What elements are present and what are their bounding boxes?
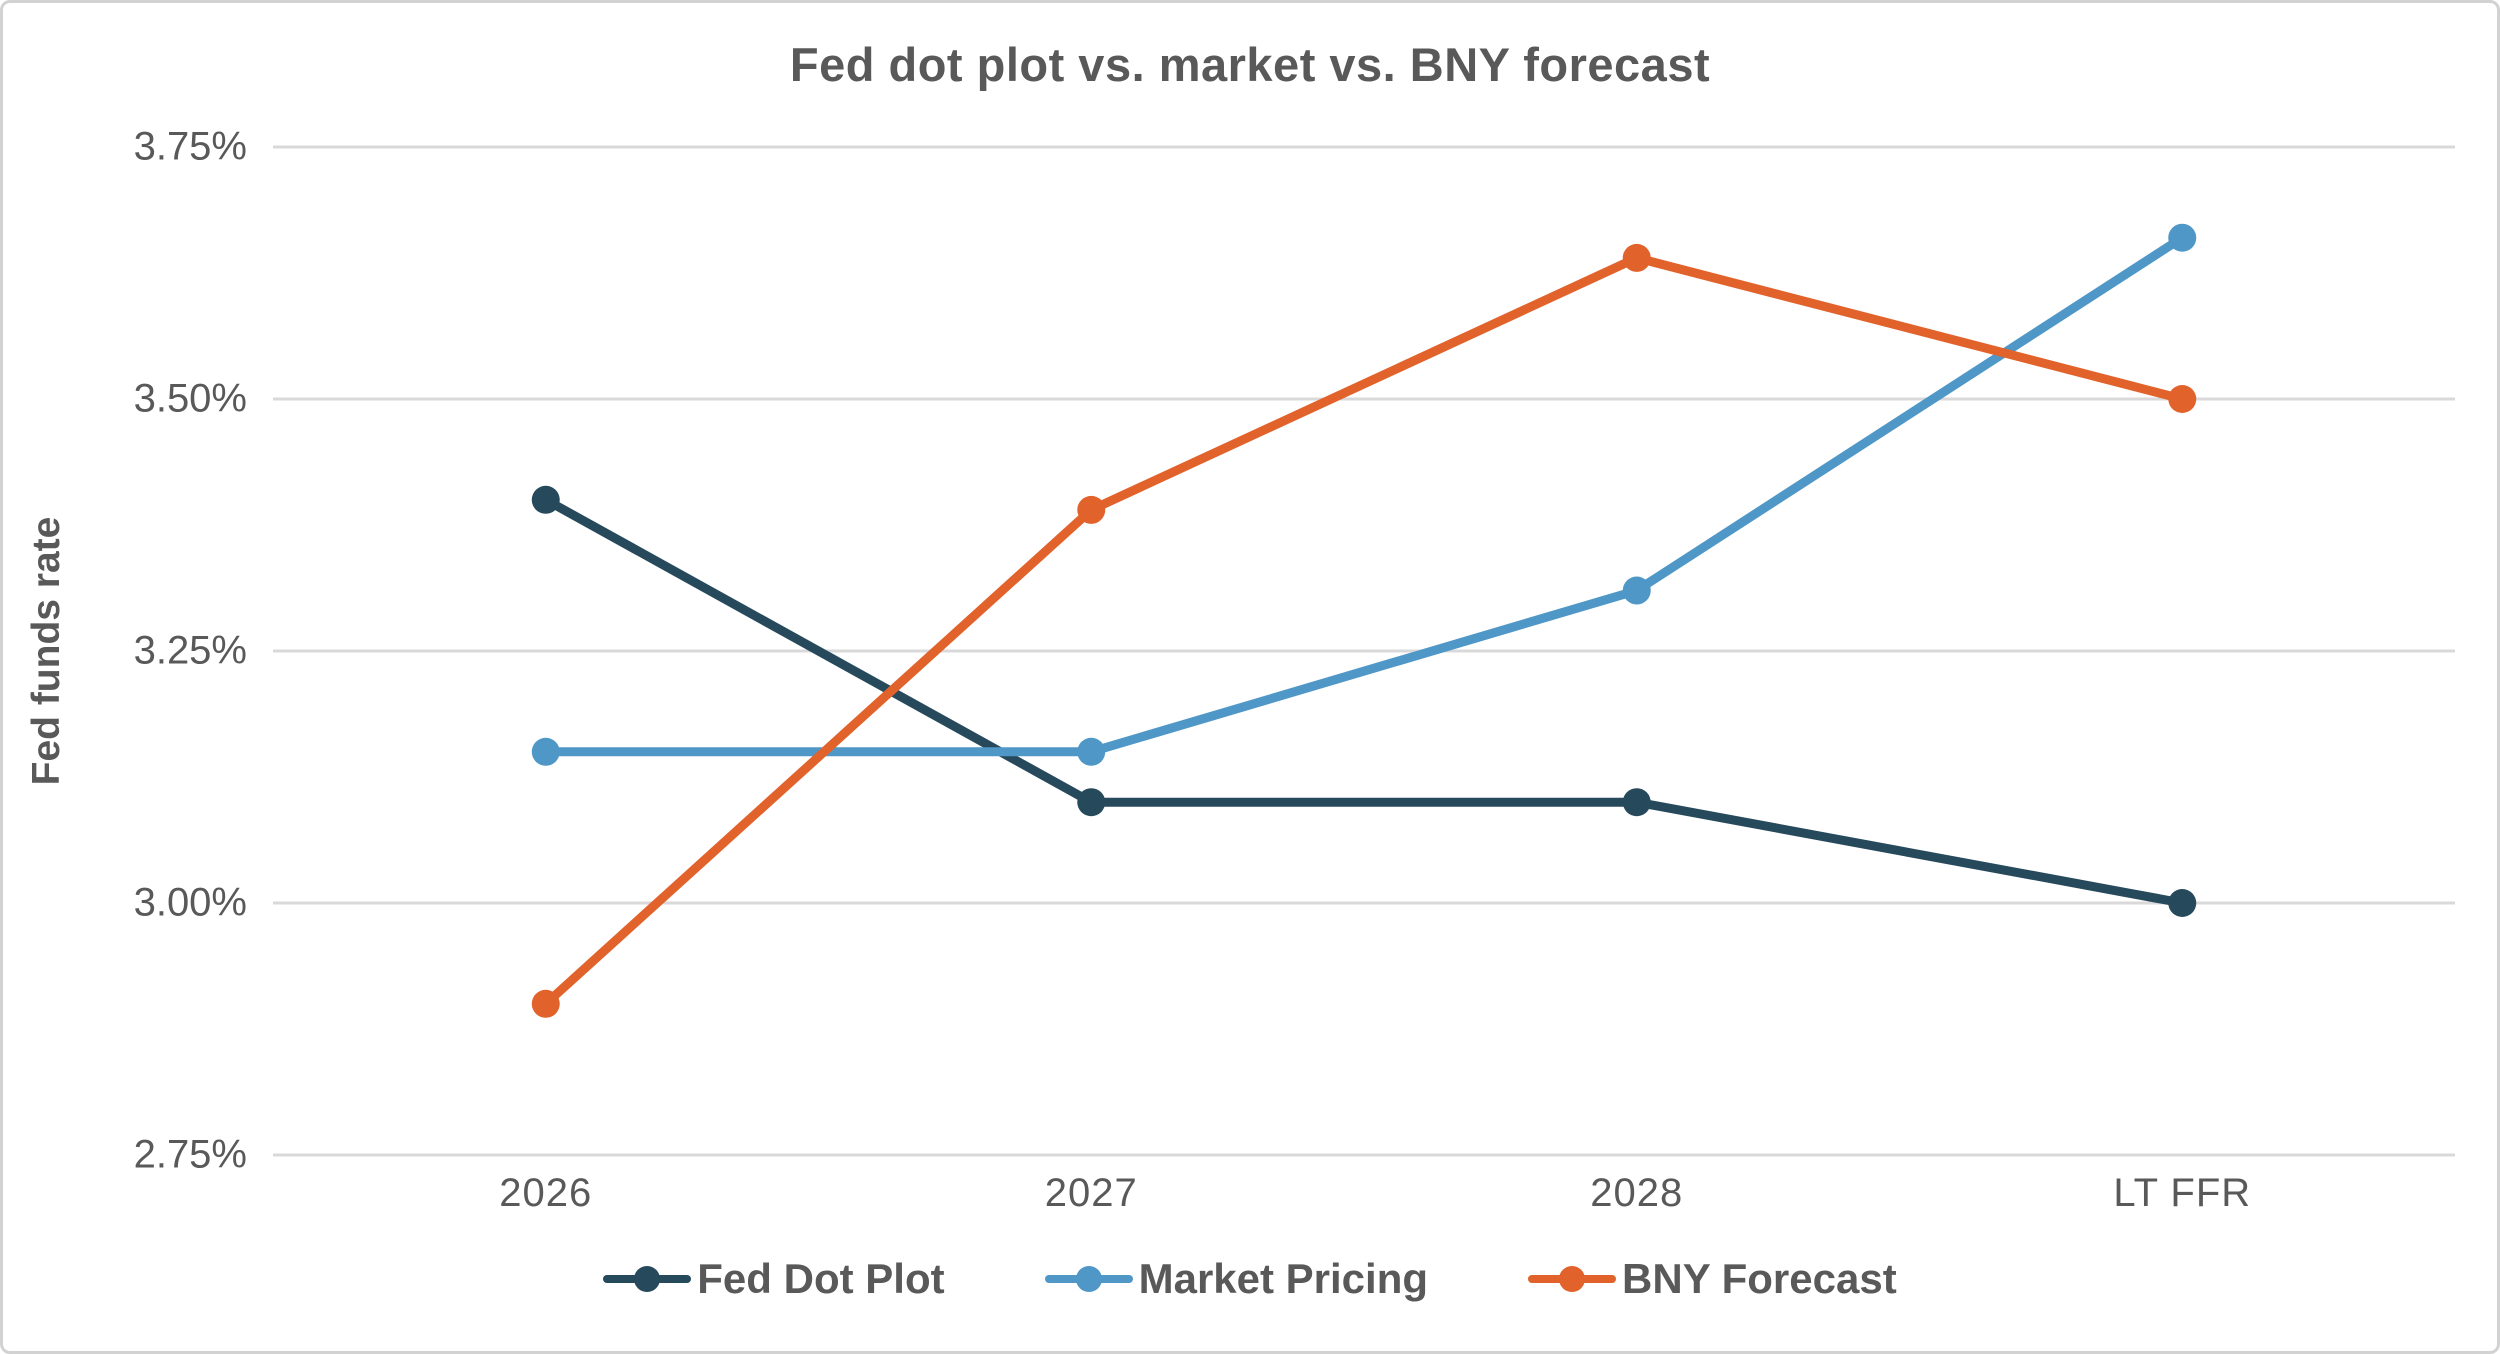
legend-label: Market Pricing	[1138, 1255, 1429, 1302]
data-point	[1622, 788, 1651, 817]
data-point	[2168, 385, 2197, 413]
legend-item: Fed Dot Plot	[603, 1255, 945, 1303]
data-point	[2168, 223, 2197, 252]
series-line-bny-forecast	[541, 253, 2187, 1009]
y-tick-label: 3.00%	[133, 880, 247, 925]
legend-line-marker-icon	[1528, 1265, 1617, 1293]
y-tick-label: 3.25%	[133, 628, 247, 673]
legend-label: BNY Forecast	[1622, 1255, 1897, 1302]
plot-area	[273, 145, 2455, 1157]
legend-line-marker-icon	[1044, 1265, 1133, 1293]
series-line-fed-dot-plot	[541, 495, 2187, 908]
data-point	[531, 989, 560, 1018]
data-point	[2168, 889, 2197, 917]
chart-title: Fed dot plot vs. market vs. BNY forecast	[789, 38, 1711, 91]
data-point	[1077, 788, 1106, 817]
legend: Fed Dot Plot Market Pricing BNY Forecast	[3, 1255, 2497, 1303]
x-tick-label: 2026	[499, 1171, 593, 1215]
data-point	[1622, 576, 1651, 605]
data-point	[1077, 495, 1106, 524]
data-point	[531, 737, 560, 766]
legend-line-marker-icon	[603, 1265, 692, 1293]
data-point	[531, 485, 560, 514]
x-tick-label: 2028	[1590, 1171, 1684, 1215]
series-line-market-pricing	[541, 233, 2187, 757]
y-tick-label: 3.75%	[133, 124, 247, 169]
legend-item: Market Pricing	[1044, 1255, 1429, 1303]
data-point	[1622, 243, 1651, 272]
x-tick-label: LT FFR	[2113, 1171, 2252, 1215]
legend-item: BNY Forecast	[1528, 1255, 1897, 1303]
data-point	[1077, 737, 1106, 766]
legend-label: Fed Dot Plot	[697, 1255, 945, 1302]
y-tick-label: 2.75%	[133, 1132, 247, 1177]
x-tick-label: 2027	[1044, 1171, 1138, 1215]
y-tick-label: 3.50%	[133, 376, 247, 421]
